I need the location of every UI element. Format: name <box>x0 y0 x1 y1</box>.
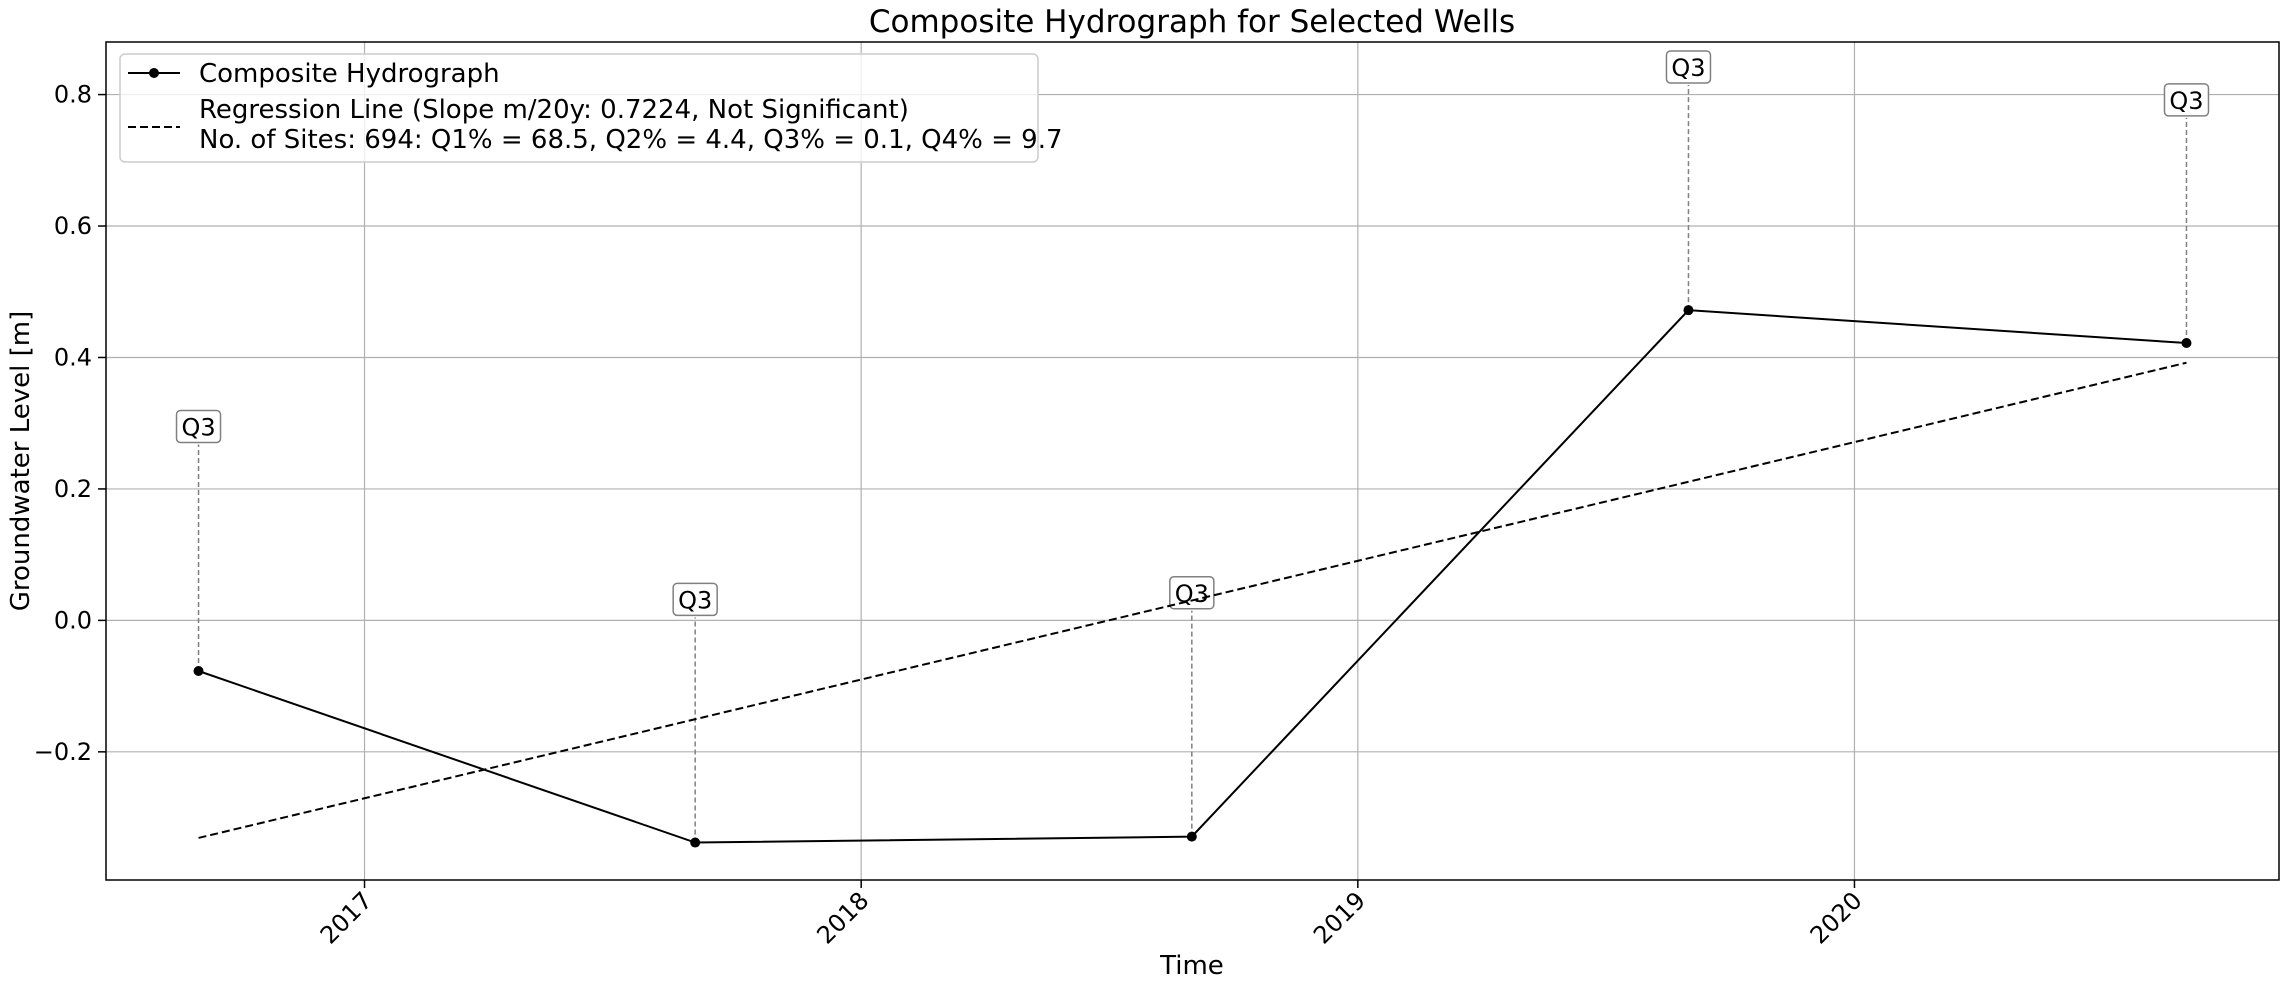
x-axis-title: Time <box>1159 951 1224 981</box>
x-axis-ticks: 2017 2018 2019 2020 <box>315 880 1868 949</box>
annotation-box <box>2163 83 2210 117</box>
legend-hydrograph-label: Composite Hydrograph <box>199 59 500 89</box>
legend-sites-label: No. of Sites: 694: Q1% = 68.5, Q2% = 4.4… <box>199 125 1063 155</box>
regression-line <box>198 361 2187 839</box>
legend-hydrograph-marker <box>149 68 159 78</box>
hydrograph-point <box>1683 305 1694 316</box>
chart-title: Composite Hydrograph for Selected Wells <box>869 4 1515 40</box>
x-tick-label: 2019 <box>1308 886 1371 949</box>
y-tick-label: 0.2 <box>54 475 92 503</box>
legend: Composite Hydrograph Regression Line (Sl… <box>119 53 1063 163</box>
annotation-label: Q3 <box>2169 87 2203 115</box>
annotation-box <box>1169 576 1215 610</box>
y-tick-label: 0.4 <box>54 343 92 371</box>
annotation-label: Q3 <box>181 413 215 441</box>
annotation-box <box>175 409 222 444</box>
x-tick-label: 2020 <box>1805 886 1868 949</box>
annotation-label: Q3 <box>678 586 712 614</box>
y-tick-label: 0.0 <box>54 606 92 634</box>
plot-frame <box>105 41 2280 881</box>
y-tick-label: 0.6 <box>54 212 92 240</box>
hydrograph-point <box>193 665 204 676</box>
legend-box <box>119 53 1039 163</box>
y-axis-title: Groundwater Level [m] <box>6 311 36 612</box>
hydrograph-point <box>1186 831 1197 842</box>
hydrograph-point <box>690 837 701 848</box>
annotation-box <box>1665 50 1712 84</box>
x-tick-label: 2017 <box>315 886 378 949</box>
hydrograph-point <box>2181 338 2192 349</box>
annotation-box <box>672 582 718 617</box>
legend-regression-label: Regression Line (Slope m/20y: 0.7224, No… <box>199 95 909 125</box>
y-tick-label: −0.2 <box>34 738 92 766</box>
x-tick-label: 2018 <box>811 886 874 949</box>
annotation-label: Q3 <box>1671 54 1705 82</box>
y-axis-ticks: −0.2 0.0 0.2 0.4 0.6 0.8 <box>34 81 106 766</box>
y-tick-label: 0.8 <box>54 81 92 109</box>
